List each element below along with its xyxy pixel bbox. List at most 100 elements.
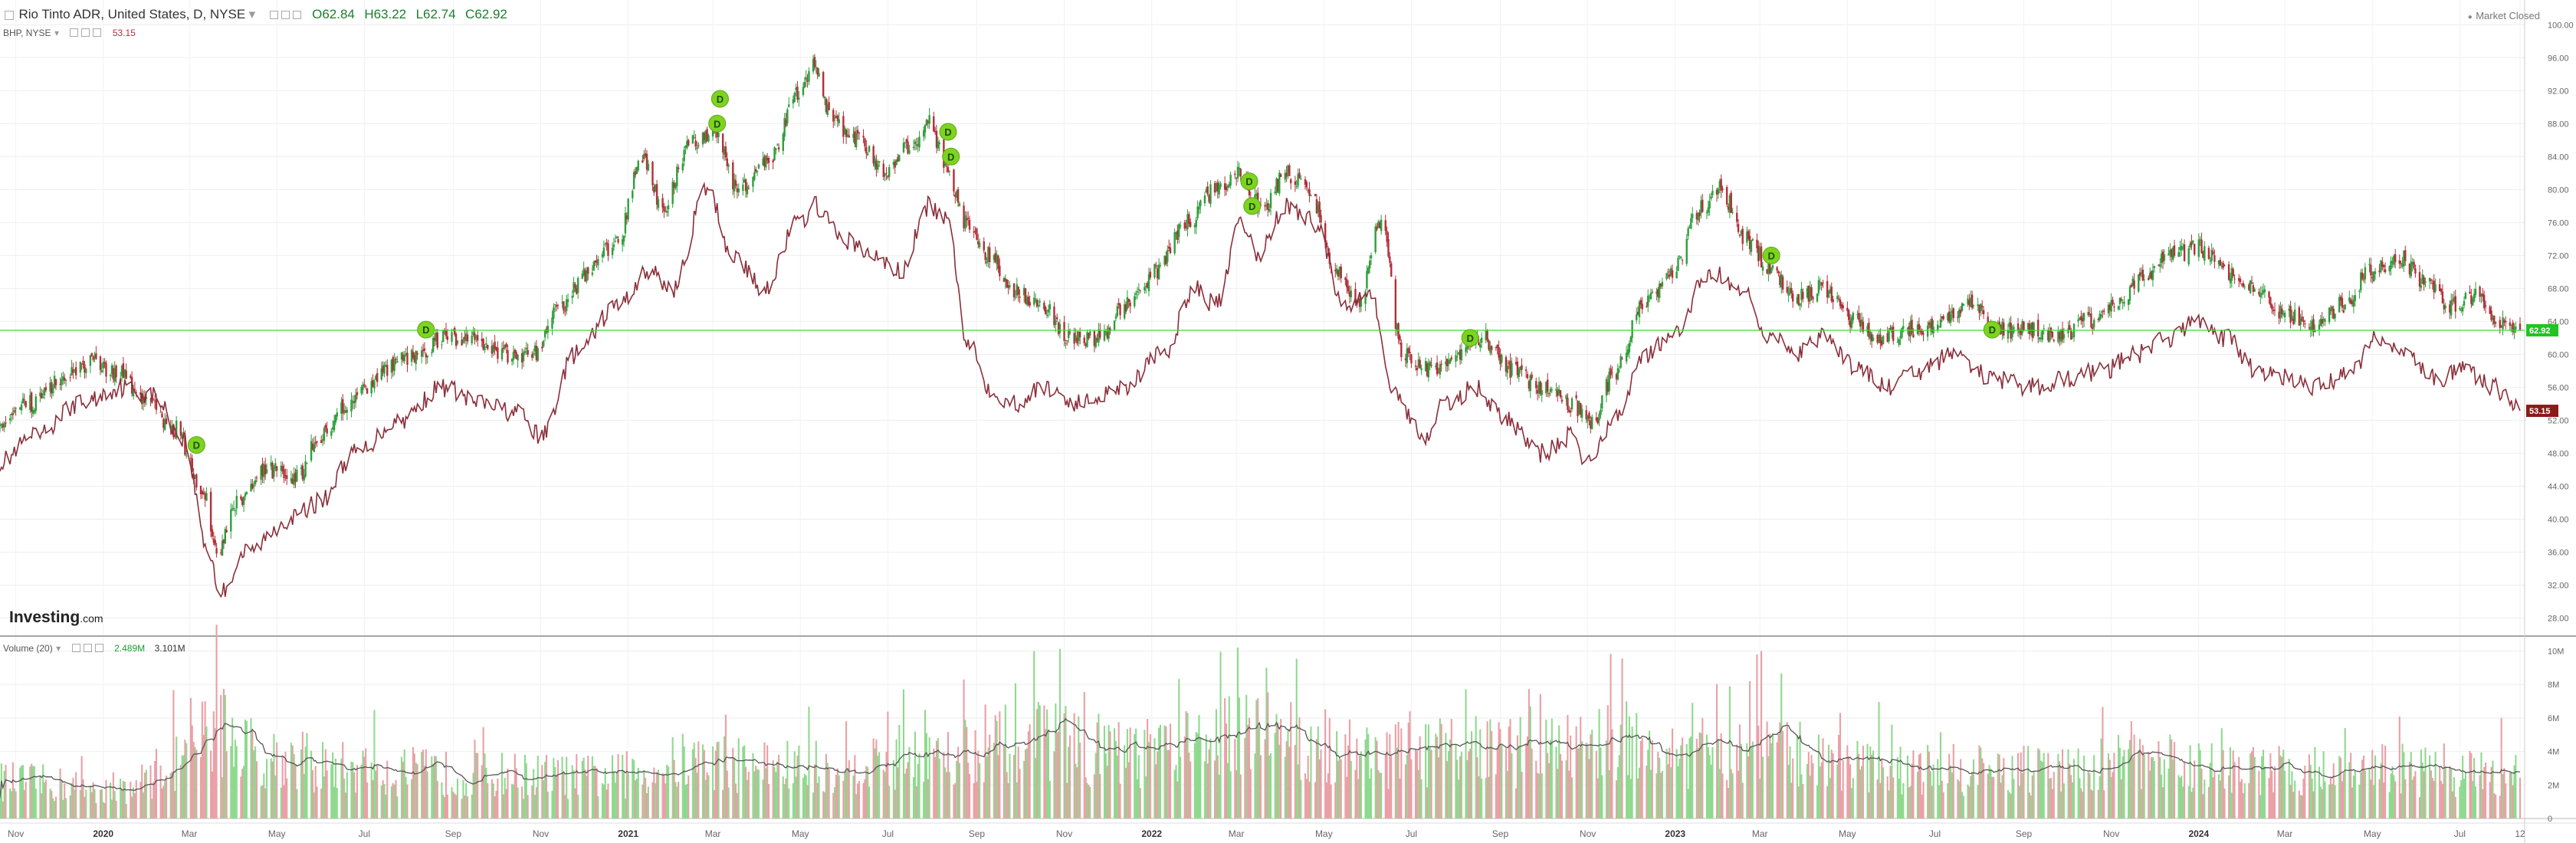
dividend-marker[interactable]	[939, 123, 957, 141]
volume-bar	[2443, 743, 2445, 818]
candle-body	[732, 162, 734, 189]
volume-bar	[2223, 788, 2226, 818]
candle-body	[1780, 274, 1783, 287]
candle-body	[852, 133, 855, 138]
candle-body	[362, 384, 364, 391]
candle-body	[854, 131, 856, 144]
volume-bar	[5, 765, 7, 818]
candle-body	[1812, 297, 1814, 300]
volume-bar	[2332, 763, 2335, 818]
volume-bar	[2238, 756, 2240, 818]
volume-bar	[828, 769, 830, 818]
volume-bar	[1616, 767, 1619, 818]
volume-bar	[313, 792, 315, 818]
dividend-marker[interactable]	[417, 320, 435, 339]
volume-bar	[1264, 739, 1266, 818]
candle-body	[2371, 277, 2374, 279]
dividend-marker[interactable]	[1243, 197, 1262, 215]
dividend-marker[interactable]	[187, 436, 205, 454]
volume-bar	[1498, 722, 1500, 818]
dividend-marker[interactable]	[942, 147, 960, 166]
volume-bar	[1440, 723, 1442, 818]
volume-bar	[1058, 731, 1060, 818]
dividend-marker[interactable]	[1983, 320, 2001, 339]
ohlc-open: O62.84	[312, 7, 355, 21]
volume-bar	[2013, 779, 2015, 818]
candle-body	[1228, 184, 1230, 187]
dividend-marker[interactable]	[708, 114, 727, 133]
hide-icon[interactable]	[83, 644, 92, 653]
candle-body	[1928, 322, 1931, 326]
candle-body	[1053, 306, 1055, 326]
hide-icon[interactable]	[281, 11, 290, 20]
close-icon[interactable]	[94, 644, 103, 653]
candle-body	[84, 364, 86, 373]
volume-bar	[1450, 719, 1452, 818]
volume-bar	[1638, 767, 1641, 818]
candle-body	[925, 120, 928, 126]
candle-body	[515, 352, 517, 359]
candle-body	[565, 299, 568, 311]
candle-body	[392, 357, 394, 371]
volume-bar	[1741, 782, 1744, 818]
candle-body	[576, 277, 579, 294]
volume-bar	[25, 782, 27, 818]
candle-body	[2449, 304, 2451, 313]
candle-body	[2110, 300, 2112, 312]
volume-bar	[462, 779, 464, 818]
settings-icon[interactable]	[71, 644, 80, 653]
candle-body	[1078, 332, 1081, 338]
volume-bar	[1165, 727, 1167, 818]
candle-body	[584, 270, 586, 282]
candle-body	[454, 333, 458, 346]
volume-bar	[1797, 786, 1800, 818]
close-icon[interactable]	[292, 11, 301, 20]
volume-bar	[92, 782, 94, 818]
volume-bar	[1636, 713, 1638, 818]
dividend-marker[interactable]	[1762, 246, 1780, 264]
volume-bar	[976, 782, 978, 818]
chevron-down-icon[interactable]: ▾	[54, 28, 59, 38]
volume-bar	[2072, 782, 2074, 818]
volume-bar	[2393, 775, 2395, 818]
candle-body	[1938, 326, 1941, 328]
candle-body	[320, 440, 323, 443]
candle-body	[1315, 198, 1318, 214]
candle-body	[31, 409, 34, 414]
volume-bar	[561, 756, 563, 818]
volume-bar	[1595, 750, 1597, 818]
volume-bar	[1518, 746, 1520, 818]
hide-icon[interactable]	[81, 28, 90, 38]
volume-bar	[1902, 782, 1905, 818]
settings-icon[interactable]	[70, 28, 79, 38]
volume-bar	[2118, 747, 2121, 818]
volume-bar	[1866, 743, 1869, 818]
collapse-icon[interactable]	[5, 10, 14, 20]
volume-bar	[885, 751, 888, 818]
candle-body	[1626, 349, 1629, 355]
volume-bar	[1350, 760, 1352, 818]
settings-icon[interactable]	[269, 11, 278, 20]
volume-bar	[2354, 770, 2356, 818]
candle-body	[632, 172, 635, 189]
candle-body	[1860, 319, 1863, 326]
chevron-down-icon[interactable]: ▾	[56, 643, 61, 654]
candle-body	[2204, 246, 2206, 261]
dividend-marker[interactable]	[710, 90, 729, 108]
volume-bar	[1766, 721, 1768, 818]
close-icon[interactable]	[93, 28, 102, 38]
candle-body	[1529, 375, 1531, 392]
candle-body	[783, 118, 786, 137]
candle-body	[777, 147, 780, 150]
candle-body	[554, 304, 556, 306]
volume-bar	[482, 727, 484, 818]
candle-body	[683, 149, 685, 162]
chevron-down-icon[interactable]: ▾	[248, 7, 256, 21]
volume-bar	[2169, 734, 2171, 818]
dividend-marker[interactable]	[1240, 172, 1258, 191]
volume-bar	[423, 766, 425, 818]
dividend-marker[interactable]	[1461, 329, 1479, 347]
candle-body	[2311, 320, 2313, 330]
